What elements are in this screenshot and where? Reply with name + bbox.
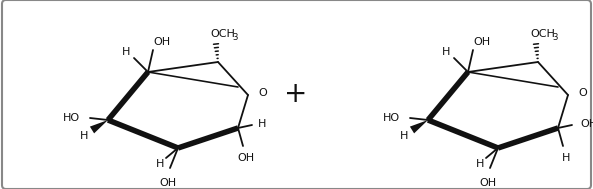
Text: 3: 3 — [552, 33, 557, 42]
Text: OH: OH — [473, 37, 490, 47]
Text: H: H — [562, 153, 570, 163]
Text: OH: OH — [153, 37, 170, 47]
Text: OH: OH — [237, 153, 254, 163]
Text: H: H — [442, 47, 450, 57]
Text: OH: OH — [479, 178, 496, 188]
Text: 3: 3 — [232, 33, 238, 42]
Text: H: H — [476, 159, 484, 169]
Text: H: H — [122, 47, 130, 57]
Text: HO: HO — [383, 113, 400, 123]
Text: H: H — [80, 131, 88, 141]
Text: OH: OH — [580, 119, 593, 129]
Text: H: H — [156, 159, 164, 169]
Polygon shape — [90, 120, 108, 133]
Text: OH: OH — [160, 178, 177, 188]
Text: OCH: OCH — [210, 29, 235, 39]
Text: O: O — [578, 88, 586, 98]
Text: HO: HO — [63, 113, 80, 123]
Polygon shape — [410, 120, 428, 133]
Text: H: H — [258, 119, 266, 129]
Text: O: O — [258, 88, 267, 98]
Text: +: + — [284, 80, 308, 108]
Text: H: H — [400, 131, 408, 141]
Text: OCH: OCH — [530, 29, 555, 39]
